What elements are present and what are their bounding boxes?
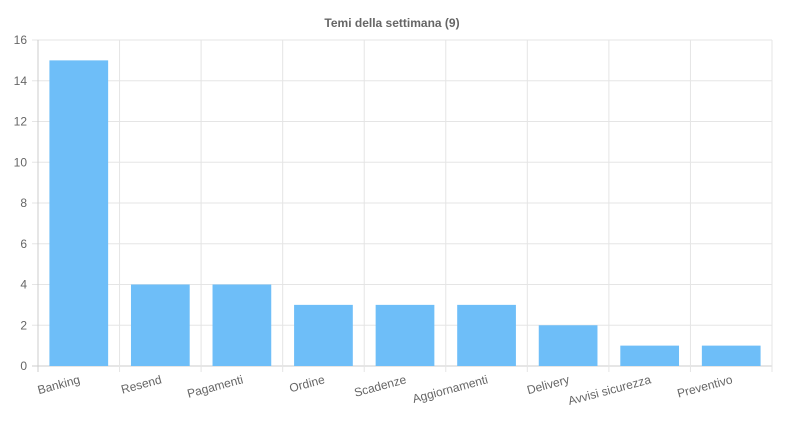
x-tick-label: Ordine: [288, 372, 327, 395]
x-tick-label: Aggiornamenti: [411, 372, 489, 406]
bar[interactable]: [538, 325, 598, 366]
x-tick-label: Preventivo: [676, 372, 735, 400]
bar[interactable]: [130, 284, 190, 367]
x-tick-label: Pagamenti: [186, 372, 245, 400]
y-tick-label: 4: [20, 278, 27, 292]
bar[interactable]: [49, 60, 109, 366]
bar[interactable]: [212, 284, 272, 367]
y-tick-label: 8: [20, 196, 27, 210]
bar[interactable]: [294, 304, 353, 366]
x-tick-label: Avvisi sicurezza: [567, 372, 653, 408]
y-tick-label: 0: [20, 359, 27, 373]
y-tick-label: 12: [14, 115, 28, 129]
y-tick-label: 6: [20, 237, 27, 251]
bar[interactable]: [457, 304, 516, 366]
grid: [32, 39, 773, 372]
bar[interactable]: [701, 345, 761, 366]
chart-title: Temi della settimana (9): [324, 16, 459, 30]
x-axis-tick-labels: Banking Resend Pagamenti Ordine Scadenze Aggi…: [36, 372, 734, 408]
x-tick-label: Resend: [120, 372, 164, 396]
bar[interactable]: [375, 304, 435, 366]
x-tick-label: Scadenze: [353, 372, 408, 399]
y-tick-label: 2: [20, 318, 27, 332]
y-axis-tick-labels: 0 2 4 6 8 10 12 14 16: [14, 33, 28, 373]
bar[interactable]: [620, 345, 680, 366]
x-tick-label: Banking: [36, 372, 82, 397]
y-tick-label: 10: [14, 155, 28, 169]
bars: [49, 60, 761, 367]
y-tick-label: 16: [14, 33, 28, 47]
y-tick-label: 14: [14, 74, 28, 88]
x-tick-label: Delivery: [525, 372, 570, 397]
